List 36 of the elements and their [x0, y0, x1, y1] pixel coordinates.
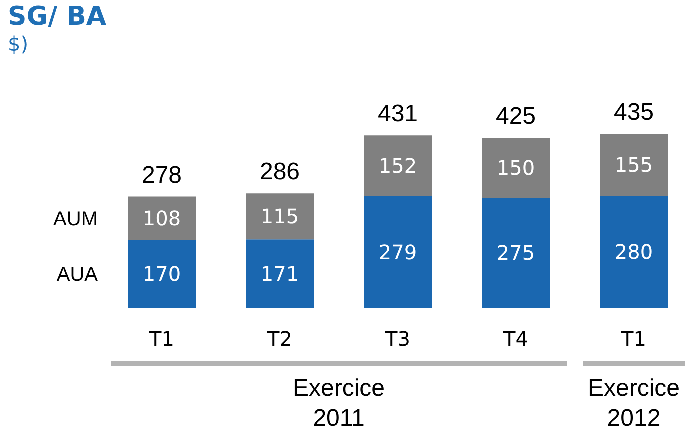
bar — [364, 136, 432, 196]
data-label: 152 — [378, 154, 418, 178]
series-label: AUM — [54, 208, 98, 230]
total-label: 431 — [378, 100, 418, 128]
text: Exercice 2012 — [586, 374, 682, 434]
bar — [482, 138, 550, 198]
chart-title: SG/ BA — [8, 2, 107, 32]
total-label: 278 — [142, 162, 182, 189]
chart-subtitle: $) — [8, 32, 29, 56]
bar — [364, 196, 432, 308]
x-tick-label: T2 — [266, 327, 292, 352]
data-label: 150 — [496, 156, 536, 180]
text: Exercice 2011 — [292, 374, 386, 434]
data-label: 171 — [260, 262, 300, 286]
data-label: 170 — [142, 262, 182, 286]
x-tick-label: T4 — [502, 327, 528, 352]
data-label: 275 — [496, 241, 536, 266]
data-label: 279 — [378, 240, 418, 264]
x-tick-label: T3 — [384, 327, 410, 352]
total-label: 425 — [496, 103, 536, 130]
x-tick-label: T1 — [620, 327, 646, 352]
bar — [246, 240, 314, 308]
data-label: 280 — [614, 240, 654, 264]
data-label: 108 — [142, 206, 182, 230]
x-tick-label: T1 — [148, 327, 174, 352]
bar — [600, 196, 668, 308]
bar — [482, 198, 550, 308]
series-label: AUA — [56, 264, 99, 286]
bar — [128, 240, 196, 308]
bar — [600, 134, 668, 196]
bar — [128, 196, 196, 240]
data-label: 115 — [260, 204, 300, 229]
total-label: 286 — [260, 158, 300, 186]
total-label: 435 — [614, 99, 654, 126]
bar — [246, 194, 314, 240]
data-label: 155 — [614, 153, 654, 178]
